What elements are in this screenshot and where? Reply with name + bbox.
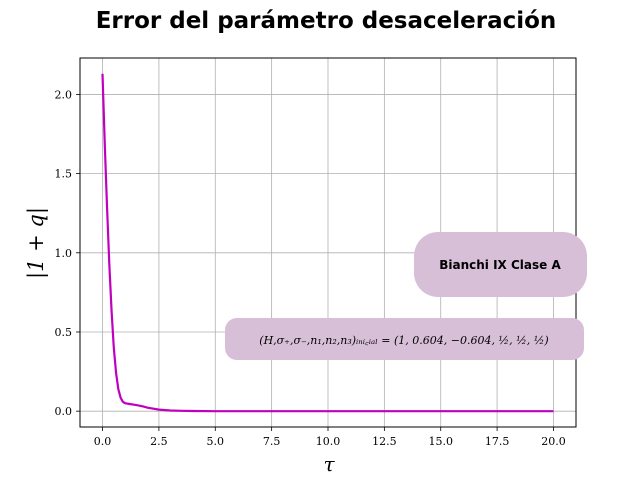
y-axis-ticks: 0.0 0.5 1.0 1.5 2.0 bbox=[55, 88, 80, 418]
y-tick-label: 1.5 bbox=[55, 168, 73, 181]
y-tick-label: 0.5 bbox=[55, 326, 73, 339]
series-line bbox=[101, 73, 554, 413]
x-tick-label: 15.0 bbox=[428, 435, 453, 448]
chart-title: Error del parámetro desaceleración bbox=[96, 8, 557, 34]
x-tick-label: 10.0 bbox=[316, 435, 341, 448]
grid bbox=[80, 58, 576, 427]
annotation-box-initial: (H,σ₊,σ₋,n₁,n₂,n₃)ᵢₙᵢ꜀ᵢₐₗ = (1, 0.604, −… bbox=[225, 318, 584, 360]
annotation-initial-conditions-text: (H,σ₊,σ₋,n₁,n₂,n₃)ᵢₙᵢ꜀ᵢₐₗ = (1, 0.604, −… bbox=[259, 334, 548, 347]
x-tick-label: 17.5 bbox=[485, 435, 510, 448]
x-tick-label: 12.5 bbox=[372, 435, 397, 448]
x-tick-label: 20.0 bbox=[541, 435, 566, 448]
x-tick-label: 0.0 bbox=[94, 435, 112, 448]
x-tick-label: 2.5 bbox=[150, 435, 168, 448]
annotation-box-model-background bbox=[414, 232, 587, 297]
x-tick-label: 7.5 bbox=[263, 435, 281, 448]
y-axis-label: |1 + q| bbox=[24, 207, 49, 279]
y-tick-label: 2.0 bbox=[55, 88, 73, 101]
x-axis-ticks: 0.0 2.5 5.0 7.5 10.0 12.5 15.0 17.5 20.0 bbox=[94, 427, 566, 448]
x-axis-label: τ bbox=[323, 452, 335, 476]
annotation-model-text: Bianchi IX Clase A bbox=[439, 258, 561, 272]
x-tick-label: 5.0 bbox=[207, 435, 225, 448]
annotation-box-initial-background bbox=[225, 318, 584, 360]
y-tick-label: 0.0 bbox=[55, 405, 73, 418]
annotation-box-model: Bianchi IX Clase A bbox=[414, 232, 587, 297]
y-tick-label: 1.0 bbox=[55, 247, 73, 260]
